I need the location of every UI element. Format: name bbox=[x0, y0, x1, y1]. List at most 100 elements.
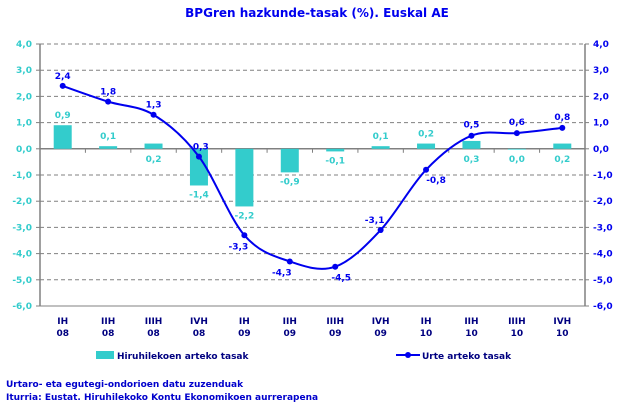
y-tick-label-right: -1,0 bbox=[593, 171, 613, 181]
line-data-label: -3,1 bbox=[365, 216, 385, 226]
bar-data-label: 0,0 bbox=[509, 155, 525, 165]
y-tick-label-left: -2,0 bbox=[12, 197, 32, 207]
y-tick-label-right: -5,0 bbox=[593, 276, 613, 286]
line-point bbox=[559, 124, 566, 131]
line-data-label: 0,6 bbox=[509, 118, 525, 128]
y-tick-label-left: -4,0 bbox=[12, 250, 32, 260]
line-data-label: -0,8 bbox=[426, 176, 446, 186]
legend-label-bar: Hiruhilekoen arteko tasak bbox=[117, 352, 249, 362]
x-tick-label: IIH bbox=[283, 317, 297, 327]
x-tick-label: IH bbox=[57, 317, 68, 327]
bar-data-label: 0,1 bbox=[373, 132, 389, 142]
x-tick-label: 09 bbox=[329, 329, 342, 339]
y-tick-label-right: -2,0 bbox=[593, 197, 613, 207]
x-tick-label: 10 bbox=[420, 329, 433, 339]
line-data-label: 2,4 bbox=[55, 72, 71, 82]
chart-title: BPGren hazkunde-tasak (%). Euskal AE bbox=[185, 6, 449, 20]
bar bbox=[280, 148, 299, 173]
x-tick-label: 10 bbox=[511, 329, 524, 339]
x-tick-label: 08 bbox=[193, 329, 206, 339]
y-tick-label-left: -1,0 bbox=[12, 171, 32, 181]
y-tick-label-left: -5,0 bbox=[12, 276, 32, 286]
line-series bbox=[62, 84, 563, 270]
bar bbox=[99, 146, 118, 149]
x-tick-label: 08 bbox=[102, 329, 115, 339]
y-tick-label-right: 1,0 bbox=[593, 119, 609, 129]
y-tick-label-left: 3,0 bbox=[16, 66, 32, 76]
line-point bbox=[195, 153, 202, 160]
y-tick-label-right: -6,0 bbox=[593, 302, 613, 312]
line-data-label: -4,3 bbox=[272, 268, 292, 278]
y-tick-label-left: 0,0 bbox=[16, 145, 32, 155]
bar bbox=[462, 140, 481, 149]
note-source: Iturria: Eustat. Hiruhilekoko Kontu Ekon… bbox=[6, 393, 319, 403]
bar-data-label: 0,9 bbox=[55, 111, 71, 121]
bar-data-label: -0,1 bbox=[325, 156, 345, 166]
line-data-label: -0,3 bbox=[189, 143, 209, 153]
line-point bbox=[241, 232, 248, 239]
line-point bbox=[468, 132, 475, 139]
y-tick-label-left: -3,0 bbox=[12, 223, 32, 233]
bar-data-label: 0,3 bbox=[463, 155, 479, 165]
y-tick-label-right: 3,0 bbox=[593, 66, 609, 76]
y-tick-label-left: 1,0 bbox=[16, 119, 32, 129]
x-tick-label: IVH bbox=[553, 317, 571, 327]
line-point bbox=[286, 258, 293, 265]
line-point bbox=[150, 111, 157, 118]
legend-bar-swatch bbox=[96, 351, 114, 359]
chart-notes: Urtaro- eta egutegi-ondorioen datu zuzen… bbox=[6, 379, 318, 405]
line-point bbox=[423, 166, 430, 173]
line-data-label: -3,3 bbox=[229, 242, 249, 252]
y-tick-label-left: 2,0 bbox=[16, 92, 32, 102]
line-data-label: 0,8 bbox=[554, 113, 570, 123]
bar bbox=[417, 143, 436, 149]
x-tick-label: 08 bbox=[56, 329, 69, 339]
line-point bbox=[332, 263, 339, 270]
x-tick-label: 09 bbox=[284, 329, 297, 339]
line-point bbox=[59, 82, 66, 89]
x-tick-label: 08 bbox=[147, 329, 160, 339]
legend-label-line: Urte arteko tasak bbox=[422, 352, 512, 362]
bar bbox=[235, 148, 254, 207]
line-data-label: 1,3 bbox=[146, 101, 162, 111]
note-adjustment: Urtaro- eta egutegi-ondorioen datu zuzen… bbox=[6, 380, 244, 390]
y-tick-label-right: 4,0 bbox=[593, 40, 609, 50]
x-tick-label: IIIH bbox=[508, 317, 526, 327]
bar-data-label: 0,2 bbox=[146, 155, 162, 165]
y-tick-label-left: 4,0 bbox=[16, 40, 32, 50]
bar bbox=[553, 143, 572, 149]
x-tick-label: 10 bbox=[556, 329, 569, 339]
y-tick-label-right: 0,0 bbox=[593, 145, 609, 155]
x-tick-label: 10 bbox=[465, 329, 478, 339]
bar bbox=[371, 146, 390, 149]
bar-data-label: -2,2 bbox=[235, 211, 255, 221]
x-tick-label: IH bbox=[239, 317, 250, 327]
y-tick-label-right: 2,0 bbox=[593, 92, 609, 102]
bar-data-label: 0,2 bbox=[554, 155, 570, 165]
bar bbox=[53, 125, 72, 149]
bar bbox=[507, 148, 526, 150]
y-tick-label-right: -4,0 bbox=[593, 250, 613, 260]
bar bbox=[189, 148, 208, 186]
legend-line-marker bbox=[405, 352, 411, 358]
x-tick-label: 09 bbox=[374, 329, 387, 339]
line-data-label: -4,5 bbox=[331, 274, 351, 284]
x-tick-label: IH bbox=[421, 317, 432, 327]
x-tick-label: IIH bbox=[101, 317, 115, 327]
x-tick-label: IIIH bbox=[145, 317, 163, 327]
bar-data-label: -0,9 bbox=[280, 177, 300, 187]
bar-data-label: 0,1 bbox=[100, 132, 116, 142]
x-tick-label: IVH bbox=[372, 317, 390, 327]
bar bbox=[326, 148, 345, 152]
x-tick-label: IIH bbox=[464, 317, 478, 327]
y-tick-label-right: -3,0 bbox=[593, 223, 613, 233]
bar-data-label: 0,2 bbox=[418, 130, 434, 140]
line-point bbox=[377, 227, 384, 234]
bar bbox=[144, 143, 163, 149]
line-data-label: 0,5 bbox=[463, 121, 479, 131]
line-data-label: 1,8 bbox=[100, 88, 116, 98]
line-point bbox=[513, 130, 520, 137]
bar-data-label: -1,4 bbox=[189, 190, 209, 200]
x-tick-label: IVH bbox=[190, 317, 208, 327]
